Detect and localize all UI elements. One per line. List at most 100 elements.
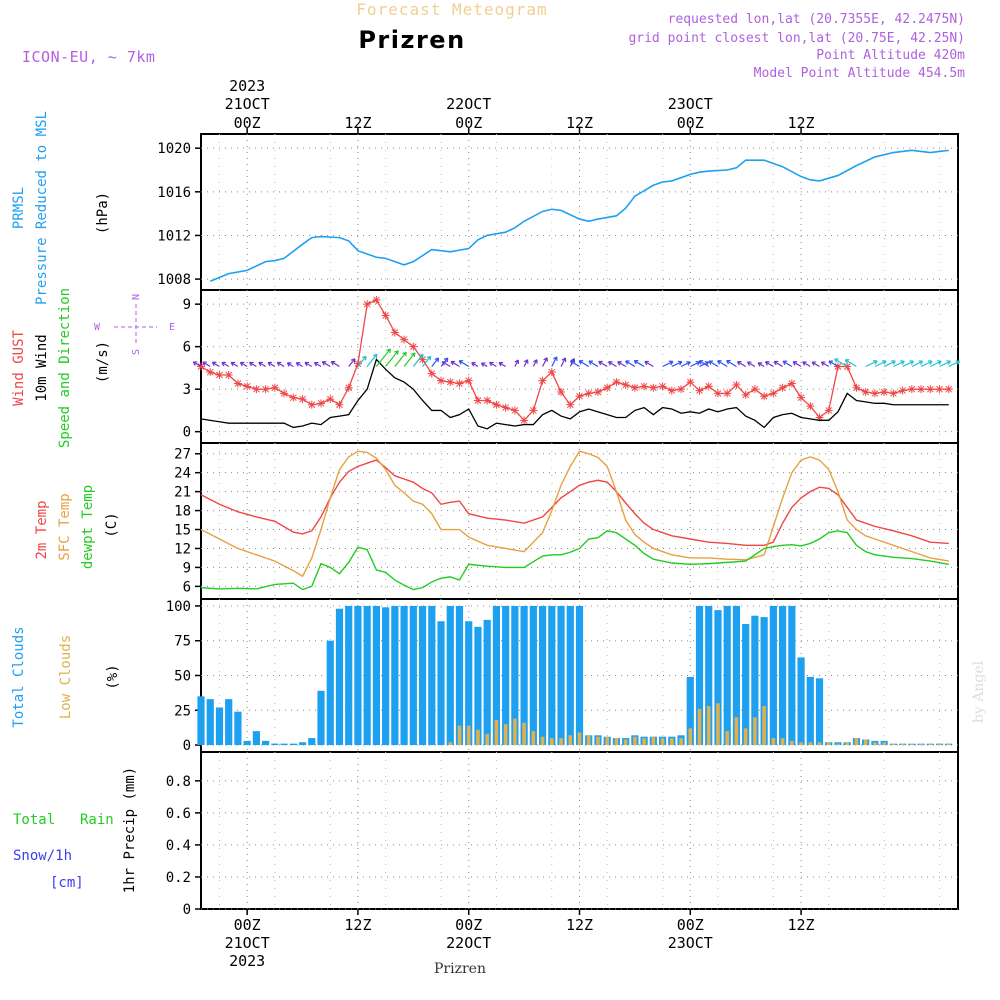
total-cloud-bar [769,605,777,746]
bottom-hour-label: 00Z [677,916,704,934]
gust-marker [889,389,898,398]
gust-marker [557,388,566,396]
wind-arrow-head [698,360,704,365]
gust-marker [907,385,916,394]
wind-arrow-head [552,356,558,361]
wind-arrow [893,360,905,368]
wind-arrow-head [937,360,942,365]
dewpt-line [200,530,949,591]
total-cloud-bar [326,640,334,746]
gust-marker [547,368,556,377]
precip-unit: 1hr Precip (mm) [122,767,138,893]
gust-marker [381,311,390,320]
low-cloud-bar [762,706,766,746]
info-line-2: grid point closest lon,lat (20.75E, 42.2… [628,31,965,46]
low-cloud-bar [790,740,794,746]
total-cloud-bar [557,605,565,746]
total-cloud-bar [225,699,233,746]
low-cloud-bar [753,717,757,746]
wind-arrow [930,360,942,368]
gust-marker [233,379,242,388]
wind-arrow [578,360,590,368]
low-cloud-bar [476,729,480,746]
gust-marker [372,295,381,304]
wind-arrow-head [782,360,788,366]
low-cloud-bar [919,743,923,746]
low-cloud-bar [706,706,711,746]
top-hour-label: 12Z [788,114,815,132]
sfc-temp-line [200,450,949,578]
wind-arrow [314,362,322,368]
total-cloud-bar [428,605,436,746]
bottom-time-axis: 00Z 12Z 00Z 12Z 00Z 12Z 21OCT 22OCT 23OCT 2023 [225,909,815,970]
wind-arrow [902,360,914,368]
pressure-ylabel-1: PRMSL [11,187,27,229]
wind-arrow [634,360,645,368]
y-tick-label: 0 [183,738,191,754]
pressure-line [209,149,949,283]
gust-marker [455,379,464,388]
wind-arrow [230,361,239,368]
total-cloud-bar [400,605,408,746]
wind-arrow-head [633,360,639,365]
gust-marker [686,378,695,387]
y-tick-label: 75 [174,634,191,650]
low-cloud-bar [817,742,822,746]
gust-marker [852,383,861,392]
wind-arrow [551,356,558,367]
total-cloud-bar [280,743,288,746]
low-cloud-bar [873,742,877,746]
gust-marker [695,386,704,395]
wind-arrow [811,361,820,368]
wind-arrow-head [523,359,529,364]
gust-marker [833,362,842,371]
gust-marker [667,386,676,395]
gust-marker [307,400,316,409]
wind-arrow-head [747,361,752,366]
y-tick-label: 9 [183,560,191,576]
total-cloud-bar [529,605,537,746]
y-tick-label: 1020 [157,141,191,157]
low-cloud-bar [946,743,951,746]
gust-marker [510,406,519,415]
pressure-unit: (hPa) [95,192,111,234]
wind-arrow [276,361,285,368]
total-cloud-bar [317,690,325,746]
wind-arrow [617,361,626,368]
gust-marker [870,389,879,398]
low-cloud-bar [845,742,850,746]
wind-arrow [792,361,802,368]
suptitle: Forecast Meteogram [356,0,547,19]
low-cloud-bar [614,738,619,746]
wind-arrow [690,361,700,368]
y-tick-label: 50 [174,669,191,685]
total-cloud-bar [197,696,205,746]
gust-marker [483,396,492,405]
low-cloud-bar [531,731,536,746]
wind-arrow-head [321,361,327,366]
wind-arrow-head [211,361,217,367]
wind-arrow-head [909,360,914,365]
wind-arrow [717,360,728,368]
wind-arrow [489,361,497,368]
panel-temperature: 6 9 12 15 18 21 24 27 [174,442,959,600]
wind-ylabel-2: 10m Wind [34,334,50,401]
gust-marker [723,389,732,398]
wind-arrow-head [695,360,701,366]
panel-clouds: 0 25 50 75 100 [166,598,959,754]
gust-marker [353,359,362,368]
wind-arrow-head [578,360,584,365]
wind-arrow-head [394,350,399,355]
total-cloud-bar [760,617,768,746]
gust-marker [261,385,270,394]
wind-arrow-head [757,362,763,367]
top-hour-label: 12Z [566,114,593,132]
total-cloud-bar [243,740,251,746]
wind-arrow-head [350,358,356,363]
low-cloud-bar [891,743,896,746]
total-cloud-bar [815,678,824,746]
gust-marker [409,342,418,351]
wind-arrow-head [686,361,691,366]
wind-arrow [322,361,331,368]
